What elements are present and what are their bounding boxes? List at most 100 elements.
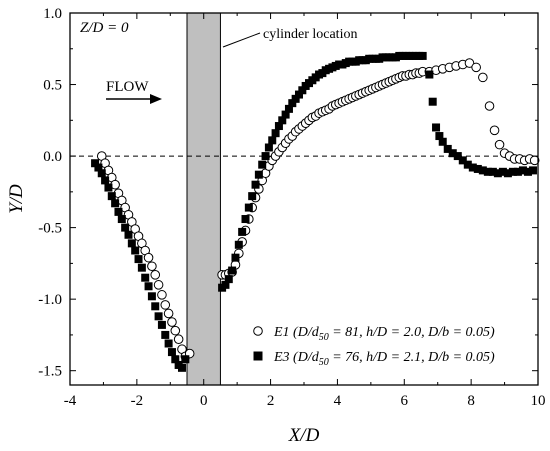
y-tick-label: 0.5	[43, 78, 62, 94]
data-point-e3	[244, 203, 253, 212]
y-tick-label: -1.0	[38, 292, 62, 308]
data-point-e1	[163, 308, 174, 319]
flow-arrow-icon	[150, 94, 162, 104]
legend-e1-part-2: = 81, h/D = 2.0, D/b = 0.05)	[329, 325, 495, 340]
data-point-e3	[288, 99, 297, 108]
x-tick-label: 0	[200, 393, 208, 409]
data-point-e1	[167, 317, 177, 327]
data-point-e3	[261, 152, 270, 161]
data-point-e3	[483, 167, 492, 176]
data-point-e3	[473, 164, 482, 173]
data-point-e3	[224, 275, 233, 284]
data-point-e3	[121, 223, 130, 232]
data-point-e3	[241, 215, 250, 224]
data-point-e3	[131, 246, 140, 255]
data-point-e3	[468, 163, 477, 172]
data-point-e1	[173, 334, 184, 345]
data-point-e3	[104, 183, 113, 192]
data-point-e3	[228, 266, 237, 275]
legend-marker-e3	[253, 351, 263, 361]
data-point-e3	[478, 166, 487, 175]
x-axis-title: X/D	[288, 425, 320, 446]
data-point-e3	[523, 167, 532, 176]
data-point-e3	[171, 355, 180, 364]
data-point-e3	[463, 160, 472, 169]
data-point-e3	[147, 292, 156, 301]
x-tick-label: 2	[267, 393, 275, 409]
x-tick-label: 6	[401, 393, 409, 409]
data-point-e3	[101, 176, 110, 185]
plot-frame	[69, 12, 539, 386]
series-e1	[96, 58, 540, 362]
legend-e3-part-2: = 76, h/D = 2.1, D/b = 0.05)	[329, 350, 495, 365]
data-point-e1	[484, 101, 495, 111]
axis-ticks: -4 -2 0 2 4 6 8 10 -1.5 -1.0 -0.5 0.0 0.5 1.0	[38, 6, 545, 409]
data-point-e3	[161, 330, 170, 339]
data-point-e3	[97, 169, 106, 178]
data-point-e3	[513, 167, 522, 176]
flow-label: FLOW	[106, 79, 149, 95]
data-point-e3	[498, 167, 507, 176]
data-point-e3	[181, 355, 190, 364]
data-point-e3	[238, 227, 247, 236]
data-point-e3	[137, 263, 146, 272]
data-point-e3	[114, 207, 123, 216]
data-point-e3	[167, 348, 176, 357]
data-point-e1	[494, 139, 505, 150]
data-point-e3	[432, 123, 441, 132]
data-point-e1	[150, 270, 161, 280]
data-point-e3	[177, 363, 186, 372]
data-point-e3	[435, 132, 444, 141]
data-point-e1	[143, 252, 154, 263]
data-point-e3	[251, 180, 260, 189]
data-point-e3	[127, 239, 136, 248]
data-markers	[91, 51, 540, 372]
data-point-e3	[518, 166, 527, 175]
data-point-e3	[298, 86, 307, 95]
data-point-e3	[234, 240, 243, 249]
data-point-e3	[141, 273, 150, 282]
legend-label-e3: E3 (D/d50 = 76, h/D = 2.1, D/b = 0.05)	[273, 350, 495, 368]
data-point-e3	[111, 199, 120, 208]
data-point-e3	[274, 122, 283, 131]
legend-e3-subscript: 50	[319, 357, 329, 368]
data-point-e3	[448, 149, 457, 158]
data-point-e3	[271, 129, 280, 138]
data-point-e3	[231, 253, 240, 262]
x-tick-label: -4	[64, 393, 77, 409]
data-point-e3	[134, 255, 143, 264]
legend-e1-subscript: 50	[319, 332, 329, 343]
y-axis-title: Y/D	[6, 184, 27, 214]
data-point-e1	[170, 325, 181, 336]
legend-label-e1: E1 (D/d50 = 81, h/D = 2.0, D/b = 0.05)	[273, 325, 495, 343]
data-point-e3	[248, 192, 257, 201]
y-tick-label: 1.0	[43, 6, 62, 22]
data-point-e3	[291, 94, 300, 103]
data-point-e3	[503, 169, 512, 178]
data-point-e3	[144, 282, 153, 291]
data-point-e3	[117, 215, 126, 224]
legend: E1 (D/d50 = 81, h/D = 2.0, D/b = 0.05) E…	[253, 325, 495, 368]
data-point-e3	[443, 144, 452, 153]
x-tick-label: 10	[531, 393, 546, 409]
data-point-e3	[154, 312, 163, 321]
data-point-e3	[164, 339, 173, 348]
data-point-e3	[493, 169, 502, 178]
data-point-e3	[157, 320, 166, 329]
cylinder-callout-line	[222, 32, 261, 48]
data-point-e3	[488, 167, 497, 176]
data-point-e3	[124, 230, 133, 239]
y-tick-label: -1.5	[38, 364, 62, 380]
data-point-e3	[508, 167, 517, 176]
legend-marker-e1	[253, 326, 263, 336]
data-point-e3	[221, 280, 230, 289]
series-e3	[91, 51, 537, 372]
data-point-e3	[268, 136, 277, 145]
data-point-e1	[157, 290, 167, 300]
y-tick-label: -0.5	[38, 221, 62, 237]
data-point-e3	[281, 110, 290, 119]
data-point-e3	[91, 159, 100, 168]
data-point-e1	[471, 62, 481, 73]
